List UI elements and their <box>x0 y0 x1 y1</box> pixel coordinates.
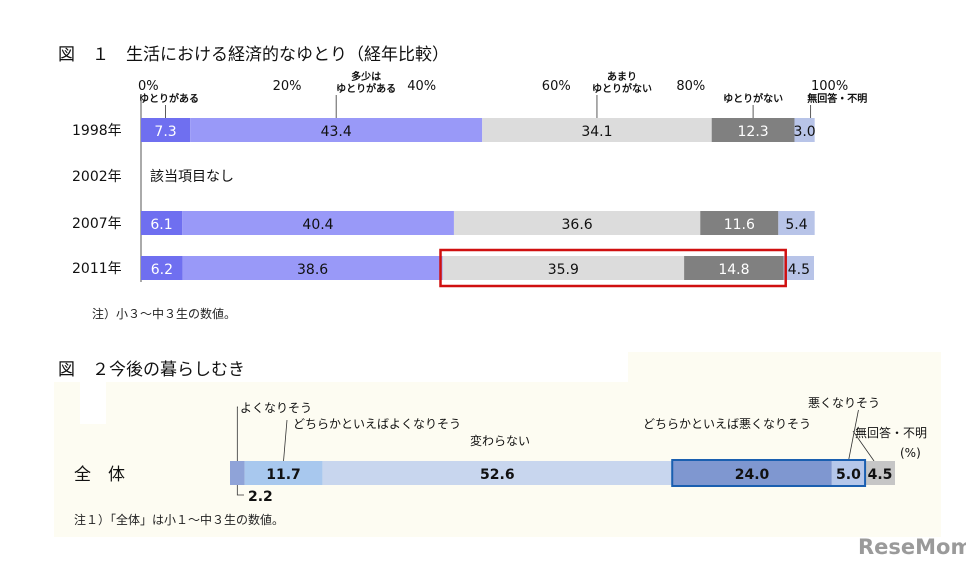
bar-segment <box>244 461 323 485</box>
legend-label: よくなりそう <box>240 401 312 415</box>
legend-label: 変わらない <box>470 433 530 448</box>
data-label: 5.4 <box>785 217 807 233</box>
data-label: 35.9 <box>548 262 579 278</box>
highlight-box <box>671 459 867 487</box>
category-label: 2002年 <box>72 169 122 185</box>
logo-text: ReseMom <box>858 535 966 559</box>
leader-line <box>848 409 859 462</box>
data-label: 6.2 <box>151 262 173 278</box>
bar-segment <box>711 118 795 142</box>
legend-label: どちらかといえばよくなりそう <box>293 417 461 431</box>
data-label: 36.6 <box>562 217 593 233</box>
data-label: 7.3 <box>154 124 176 140</box>
bar-segment <box>442 256 685 280</box>
bar-segment <box>141 118 191 142</box>
axis-tick-label: 100% <box>811 79 848 94</box>
leader-line <box>236 406 238 461</box>
bar-segment <box>322 461 673 485</box>
leader-line <box>236 485 244 496</box>
bar-segment <box>700 211 779 235</box>
axis-tick-label: 80% <box>676 79 705 94</box>
unit-label: (%) <box>900 446 921 460</box>
category-label: 2007年 <box>72 216 122 232</box>
chart2-footnote: 注１）「全体」は小１～中３生の数値。 <box>74 512 284 527</box>
chart1-title: 図 １ 生活における経済的なゆとり（経年比較） <box>58 45 449 65</box>
data-label: 40.4 <box>302 217 333 233</box>
axis-tick-label: 20% <box>273 79 302 94</box>
legend-label: 無回答・不明 <box>807 92 867 105</box>
bar-segment <box>182 211 454 235</box>
chart-economic-comfort: 図 １ 生活における経済的なゆとり（経年比較） 0% 20% 40% 60% 80% 10… <box>58 45 867 321</box>
leader-line <box>852 430 875 462</box>
data-label: 14.8 <box>718 262 749 278</box>
data-label: 38.6 <box>297 262 328 278</box>
bar-segment <box>794 118 815 142</box>
legend-label: 無回答・不明 <box>855 425 927 440</box>
legend-label: どちらかといえば悪くなりそう <box>643 417 811 431</box>
data-label: 2.2 <box>248 489 273 505</box>
data-label: 3.0 <box>793 124 815 140</box>
chart2-title-background <box>54 352 628 382</box>
data-label: 12.3 <box>738 124 769 140</box>
axis-tick-label: 60% <box>542 79 571 94</box>
axis-tick-label: 40% <box>407 79 436 94</box>
data-label: 6.1 <box>150 217 172 233</box>
legend-label: ゆとりがある <box>139 92 199 105</box>
bar-segment <box>453 211 701 235</box>
data-label: 4.5 <box>788 262 810 278</box>
bar-segment <box>182 256 443 280</box>
data-label: 34.1 <box>581 124 612 140</box>
legend-label: ゆとりがない <box>723 92 783 105</box>
bar-segment <box>778 211 815 235</box>
category-label: 1998年 <box>72 123 122 139</box>
data-label: 11.7 <box>266 467 301 483</box>
bar-segment <box>141 256 183 280</box>
data-label: 11.6 <box>724 217 755 233</box>
logo-graphic: ReseMom <box>858 535 970 559</box>
bar-segment <box>684 256 784 280</box>
bar-segment <box>190 118 483 142</box>
legend-label: 多少はゆとりがある <box>336 70 396 95</box>
bar-segment <box>672 461 832 485</box>
data-label: 5.0 <box>836 467 861 483</box>
chart1-footnote: 注）小３～中３生の数値。 <box>92 306 236 321</box>
bar-segment <box>230 461 245 485</box>
legend-label: あまりゆとりがない <box>592 70 652 95</box>
bar-segment <box>482 118 712 142</box>
bar-segment <box>865 461 895 485</box>
chart2-title: 図 ２今後の暮らしむき <box>58 360 245 380</box>
chart2-gap-block <box>80 382 106 424</box>
bar-segment <box>783 256 814 280</box>
category-label: 全 体 <box>74 465 125 485</box>
legend-label: 悪くなりそう <box>808 396 880 410</box>
chart2-background <box>54 352 941 537</box>
highlight-box <box>439 248 787 288</box>
missing-data-note: 該当項目なし <box>150 169 234 185</box>
data-label: 52.6 <box>480 467 515 483</box>
bar-segment <box>141 211 183 235</box>
leader-line <box>283 419 288 462</box>
category-label: 2011年 <box>72 261 122 277</box>
data-label: 4.5 <box>868 467 893 483</box>
data-label: 43.4 <box>321 124 352 140</box>
bar-segment <box>831 461 866 485</box>
data-label: 24.0 <box>735 467 770 483</box>
resemom-logo: ReseMom <box>856 528 970 562</box>
axis-tick-label: 0% <box>138 79 159 94</box>
